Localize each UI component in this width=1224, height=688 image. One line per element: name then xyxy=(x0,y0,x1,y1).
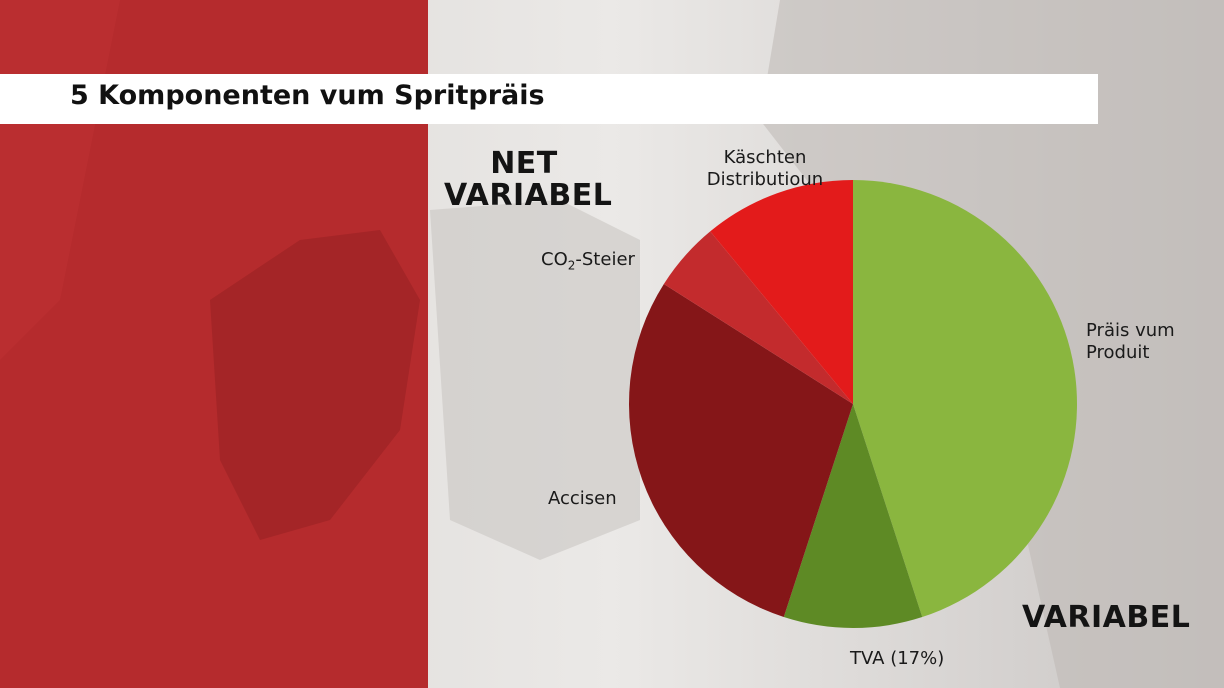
pie-slice-tva xyxy=(783,404,923,629)
co2-prefix: CO xyxy=(541,249,568,270)
slice-label-produit-line1: Präis vum xyxy=(1086,320,1175,341)
pie-slice-accisen xyxy=(628,283,853,618)
fixed-group-heading: NET VARIABEL xyxy=(444,146,613,213)
slice-label-tva: TVA (17%) xyxy=(850,648,945,669)
co2-suffix: -Steier xyxy=(575,249,635,270)
slice-label-produit-line2: Produit xyxy=(1086,342,1150,363)
fixed-group-heading-line1: NET xyxy=(490,146,558,181)
variable-group-heading: VARIABEL xyxy=(1022,600,1191,635)
fixed-group-heading-line2: VARIABEL xyxy=(444,178,613,213)
pie-slice-co2 xyxy=(663,231,853,404)
slice-label-distributioun-line2: Distributioun xyxy=(706,169,824,190)
slice-label-accisen: Accisen xyxy=(548,488,617,509)
slice-label-produit: Präis vum Produit xyxy=(1086,320,1175,364)
slice-label-distributioun: Käschten Distributioun xyxy=(695,147,835,191)
co2-subscript: 2 xyxy=(567,258,576,273)
chart-title: 5 Komponenten vum Spritpräis xyxy=(70,80,545,111)
pie-slice-distributioun xyxy=(710,180,853,404)
pie-slice-produit xyxy=(853,180,1078,618)
slice-label-distributioun-line1: Käschten xyxy=(723,147,807,168)
slice-label-co2: CO2-Steier xyxy=(541,249,635,277)
title-bar xyxy=(0,74,1098,124)
